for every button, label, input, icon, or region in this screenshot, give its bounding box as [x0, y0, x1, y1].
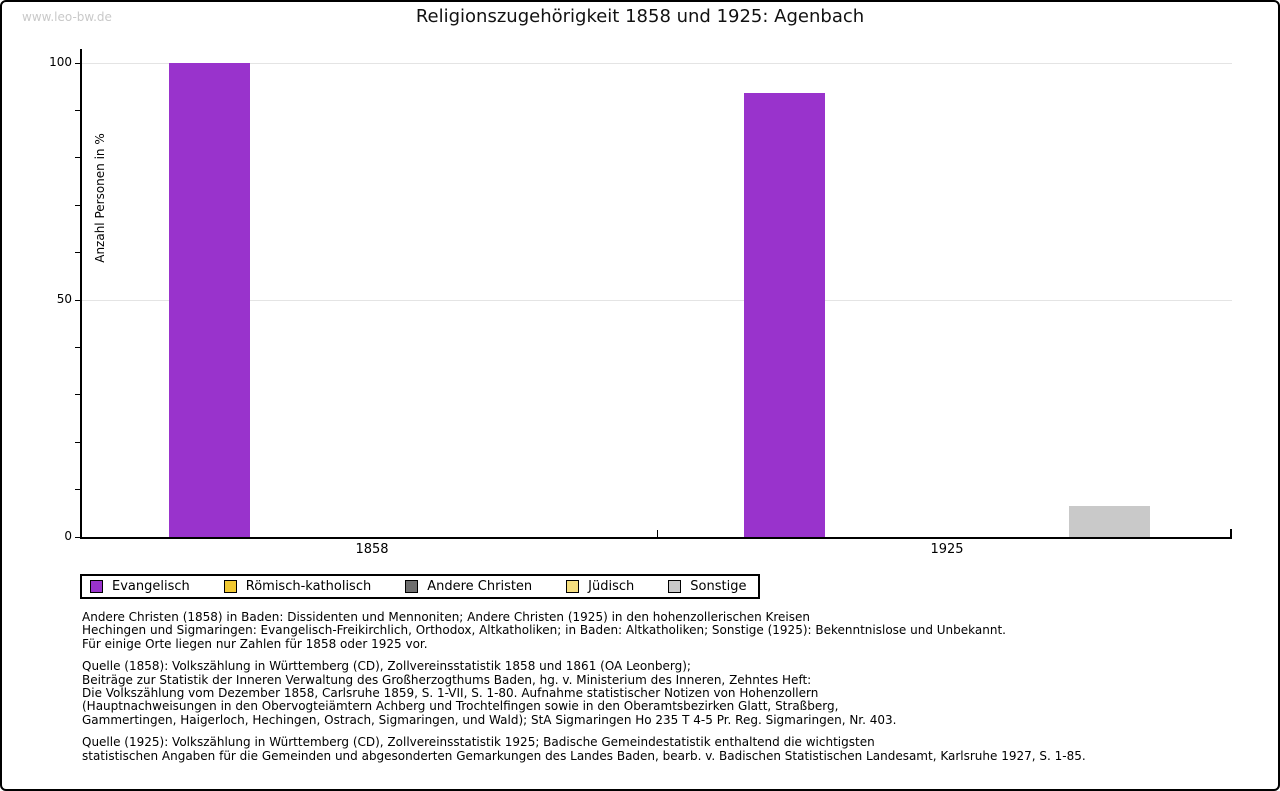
legend-swatch-icon: [566, 580, 580, 593]
y-tick-label-50: 50: [56, 292, 72, 306]
legend-label: Römisch-katholisch: [245, 579, 372, 594]
footnotes: Andere Christen (1858) in Baden: Disside…: [82, 610, 1232, 772]
y-tick-90: [75, 109, 80, 111]
legend-label: Sonstige: [690, 579, 747, 594]
y-tick-80: [75, 157, 80, 159]
plot-area: Anzahl Personen in % 0 50 100 1858 1925: [49, 49, 1232, 557]
y-tick-label-0: 0: [64, 529, 72, 543]
legend-label: Andere Christen: [427, 579, 533, 594]
x-category-label-1925: 1925: [930, 542, 964, 557]
bar-sonstige-1925: [1068, 506, 1150, 537]
legend-swatch-icon: [405, 580, 419, 593]
y-tick-50: [75, 299, 80, 301]
gridline-50: [82, 300, 1232, 301]
x-category-label-1858: 1858: [355, 542, 389, 557]
y-tick-label-100: 100: [49, 55, 72, 69]
gridline-100: [82, 63, 1232, 64]
bar-evangelisch-1858: [169, 63, 250, 537]
y-tick-30: [75, 394, 80, 396]
x-axis-divider-tick: [657, 530, 658, 537]
y-tick-20: [75, 441, 80, 443]
legend-item-j-disch: Jüdisch: [566, 579, 634, 594]
legend-swatch-icon: [668, 580, 682, 593]
legend-item-sonstige: Sonstige: [668, 579, 746, 594]
y-tick-100: [75, 62, 80, 64]
y-tick-60: [75, 252, 80, 254]
site-watermark: www.leo-bw.de: [22, 10, 112, 24]
chart-title: Religionszugehörigkeit 1858 und 1925: Ag…: [415, 6, 865, 27]
y-tick-70: [75, 204, 80, 206]
x-axis-end-tick: [1230, 529, 1232, 537]
legend-swatch-icon: [223, 580, 237, 593]
footnote-paragraph-3: Quelle (1925): Volkszählung in Württembe…: [82, 735, 1086, 763]
y-tick-0: [75, 536, 80, 538]
y-tick-10: [75, 489, 80, 491]
legend-item-r-misch-katholisch: Römisch-katholisch: [223, 579, 372, 594]
legend-item-evangelisch: Evangelisch: [90, 579, 190, 594]
footnote-paragraph-2: Quelle (1858): Volkszählung in Württembe…: [82, 659, 897, 727]
x-axis-line: [80, 537, 1232, 539]
legend-item-andere-christen: Andere Christen: [405, 579, 532, 594]
legend-swatch-icon: [90, 580, 103, 593]
bar-evangelisch-1925: [744, 92, 825, 537]
y-tick-40: [75, 346, 80, 348]
legend-label: Jüdisch: [588, 579, 635, 594]
y-axis-label: Anzahl Personen in %: [93, 133, 107, 263]
footnote-paragraph-1: Andere Christen (1858) in Baden: Disside…: [82, 610, 1006, 651]
legend-label: Evangelisch: [112, 579, 190, 594]
chart-legend: Evangelisch Römisch-katholisch Andere Chri…: [80, 574, 761, 599]
y-axis-line: [80, 49, 82, 537]
